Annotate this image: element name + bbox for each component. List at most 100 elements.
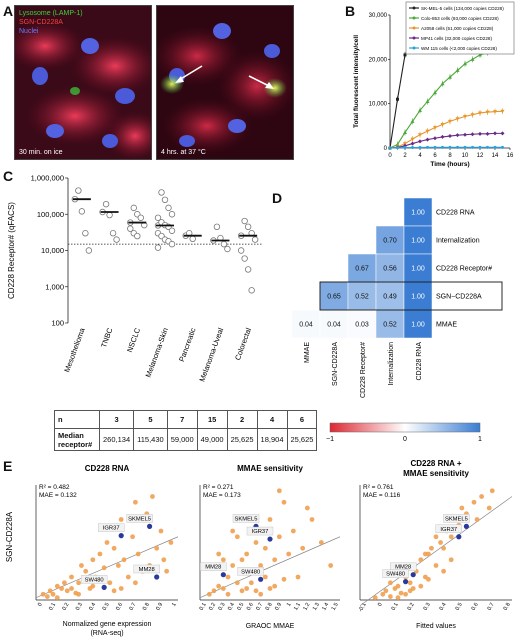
data-point [276, 488, 282, 494]
y-tick-label: 20,000 [369, 57, 388, 63]
data-point [164, 568, 170, 574]
heatmap-cell [347, 281, 377, 311]
color-scale-tick: 0 [403, 436, 407, 443]
y-axis-label: SGN-CD228A [5, 511, 14, 562]
data-point [82, 230, 89, 237]
x-tick-label: 14 [492, 153, 499, 159]
heatmap-value: 0.52 [383, 322, 397, 329]
data-point [455, 133, 460, 138]
heatmap-row-label: CD228 RNA [436, 210, 475, 217]
data-point [76, 580, 81, 586]
data-point [115, 563, 121, 568]
x-tick-label: 0.3 [75, 602, 84, 612]
data-point [485, 131, 490, 136]
point-label-box [443, 514, 470, 523]
data-point [59, 586, 64, 591]
data-point [418, 583, 424, 589]
data-point [104, 540, 110, 545]
x-tick-label: NSCLC [125, 326, 142, 354]
data-point [441, 145, 444, 149]
micrograph-right-image [157, 6, 293, 159]
x-tick-label: 6 [433, 153, 437, 159]
heatmap-row-label: MMAE [436, 322, 457, 329]
data-point [493, 131, 497, 136]
arrow-right [248, 75, 270, 87]
heatmap-cell [403, 197, 433, 227]
heatmap-col-label: MMAE [304, 342, 311, 363]
data-point [463, 115, 467, 119]
data-point [426, 145, 429, 149]
data-point [422, 551, 428, 557]
table-cell: 49,000 [196, 428, 228, 451]
point-label-box [200, 562, 227, 571]
x-tick-label: 4 [418, 153, 422, 159]
heatmap-col-label: Internalization [388, 342, 395, 386]
highlighted-point [101, 584, 107, 590]
data-point [133, 580, 138, 586]
data-point [372, 595, 378, 601]
data-point [410, 141, 415, 146]
data-point [463, 61, 467, 66]
point-label: SW480 [85, 577, 104, 583]
point-label: IGR37 [440, 527, 457, 533]
data-point [501, 145, 504, 149]
data-point [234, 580, 240, 586]
data-point [234, 534, 240, 540]
color-scale-bar [329, 422, 481, 433]
data-point [395, 595, 401, 601]
data-point [388, 594, 393, 599]
data-point [130, 534, 135, 540]
x-tick-label: 0.3 [423, 602, 432, 612]
point-label: SKMEL5 [128, 516, 151, 522]
table-cell: 5 [133, 410, 168, 429]
point-label: MM28 [139, 567, 155, 573]
x-tick-label: 0.3 [218, 602, 227, 612]
data-point [309, 517, 315, 522]
heatmap-row-label: CD228 Receptor# [436, 266, 492, 273]
x-tick-label: 0.4 [227, 602, 236, 612]
point-label-box [435, 524, 462, 533]
x-tick-label: 0.8 [142, 602, 151, 612]
data-point [244, 551, 250, 557]
data-point [440, 123, 445, 127]
data-point [380, 591, 386, 597]
x-tick-label: 1.4 [321, 602, 330, 612]
data-point [478, 52, 482, 57]
x-axis-label: Normalized gene expression [63, 621, 152, 628]
data-point [433, 136, 437, 141]
data-point [64, 588, 70, 594]
y-tick-label: 100 [51, 319, 64, 328]
data-point [154, 244, 162, 251]
data-point [410, 137, 415, 142]
x-tick-label: 1.1 [293, 602, 302, 612]
y-tick-label: 1,000,000 [31, 174, 64, 183]
x-tick-label: Pancreatic [177, 326, 198, 363]
point-label: SW480 [386, 572, 405, 578]
point-label-box [97, 523, 125, 532]
x-tick-label: 0.1 [48, 602, 57, 612]
data-point [216, 583, 222, 589]
data-point [448, 534, 454, 540]
stat-mae: MAE = 0.132 [39, 492, 77, 499]
data-point [168, 240, 176, 248]
data-point [102, 200, 110, 208]
data-point [40, 591, 46, 597]
x-tick-label: 0.2 [407, 602, 416, 612]
data-point [418, 557, 424, 563]
data-point [433, 563, 439, 568]
data-point [407, 588, 413, 594]
point-label: IGR37 [103, 526, 120, 532]
heatmap-value: 0.70 [383, 238, 397, 245]
table-cell: 260,134 [98, 428, 135, 451]
data-point [463, 132, 467, 137]
x-axis-label: Time (hours) [430, 161, 469, 168]
heatmap-value: 0.52 [355, 294, 369, 301]
subplot-title: MMAE sensitivity [403, 469, 469, 478]
data-point [407, 580, 413, 586]
data-point [328, 563, 334, 568]
panel-label-d: D [272, 190, 283, 206]
data-point [248, 287, 255, 294]
data-point [54, 583, 60, 589]
data-point [133, 499, 138, 505]
